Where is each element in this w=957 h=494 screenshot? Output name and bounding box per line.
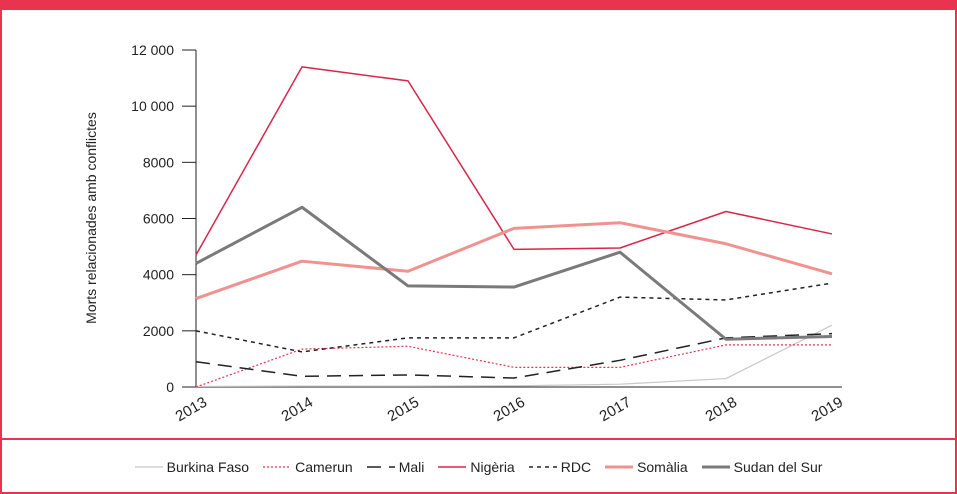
top-accent-bar [0, 0, 957, 10]
series-line-nig-ria [195, 66, 833, 256]
chart-axes: 0 2000 4000 6000 8000 10 000 12 000 2013 2014 201… [131, 42, 846, 425]
y-tick-label: 2000 [143, 323, 174, 339]
series-line-sudan-del-sur [195, 205, 833, 341]
legend-item: Camerun [263, 459, 353, 475]
legend-swatch [263, 466, 292, 468]
y-tick-label: 10 000 [131, 98, 174, 114]
legend-label: Burkina Faso [166, 459, 250, 475]
series-line-som-lia [195, 221, 833, 300]
legend-divider [0, 438, 957, 440]
y-axis-label: Morts relacionades amb conflictes [83, 112, 99, 324]
legend-item: RDC [528, 459, 592, 475]
legend-swatch [605, 465, 634, 469]
legend-item: Mali [366, 459, 425, 475]
legend-item: Somàlia [605, 459, 688, 475]
legend-item: Sudan del Sur [701, 459, 823, 475]
chart-series-lines [195, 66, 833, 388]
series-line-burkina-faso [195, 324, 833, 388]
x-tick-label: 2015 [385, 394, 422, 425]
x-tick-label: 2019 [809, 394, 846, 425]
line-chart: 0 2000 4000 6000 8000 10 000 12 000 2013 2014 201… [83, 42, 846, 425]
x-tick-label: 2013 [173, 394, 210, 425]
legend-label: Camerun [295, 459, 353, 475]
x-tick-label: 2017 [597, 394, 634, 425]
x-tick-label: 2014 [279, 394, 316, 425]
y-tick-label: 4000 [143, 267, 174, 283]
chart-legend: Burkina Faso Camerun Mali Nigèria RDC Somàlia… [0, 440, 957, 494]
y-tick-label: 6000 [143, 211, 174, 227]
legend-swatch [528, 466, 557, 468]
legend-swatch [366, 466, 395, 468]
series-line-camerun [195, 344, 832, 388]
legend-item: Burkina Faso [134, 459, 250, 475]
legend-label: Nigèria [470, 459, 515, 475]
legend-label: Sudan del Sur [733, 459, 823, 475]
x-tick-label: 2016 [491, 394, 528, 425]
legend-swatch [701, 465, 730, 469]
x-tick-label: 2018 [703, 394, 740, 425]
legend-label: Somàlia [637, 459, 688, 475]
legend-swatch [438, 466, 467, 468]
series-line-rdc [195, 282, 833, 353]
legend-label: RDC [560, 459, 592, 475]
y-tick-label: 8000 [143, 154, 174, 170]
legend-item: Nigèria [438, 459, 515, 475]
legend-label: Mali [398, 459, 425, 475]
y-tick-label: 0 [166, 379, 174, 395]
y-tick-label: 12 000 [131, 42, 174, 58]
legend-swatch [134, 466, 163, 468]
